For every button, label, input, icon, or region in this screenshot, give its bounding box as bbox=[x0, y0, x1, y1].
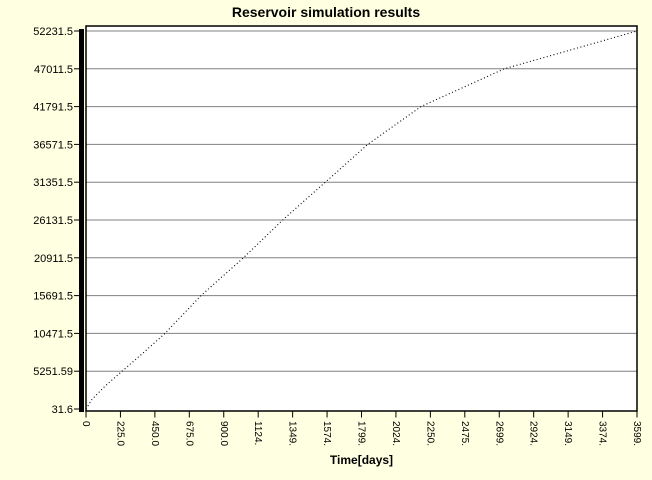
y-tick-label: 10471.5 bbox=[33, 328, 73, 340]
x-tick-label: 2250. bbox=[424, 421, 435, 446]
x-tick-label: 3599. bbox=[631, 421, 642, 446]
y-tick-label: 5251.59 bbox=[33, 366, 73, 378]
y-tick-label: 36571.5 bbox=[33, 139, 73, 151]
plot-area bbox=[86, 26, 637, 411]
series-group bbox=[85, 30, 638, 410]
x-tick-label: 225.0 bbox=[114, 421, 125, 446]
x-tick-label: 1574. bbox=[321, 421, 332, 446]
x-tick-label: 2024. bbox=[390, 421, 401, 446]
chart-title: Reservoir simulation results bbox=[231, 4, 421, 20]
x-tick-label: 1349. bbox=[287, 421, 298, 446]
x-tick-label: 675.0 bbox=[183, 421, 194, 446]
x-tick-label: 450.0 bbox=[149, 421, 160, 446]
x-axis: 0 225.0 450.0 675.0 900.0 1124. 1349. 1574. 1799… bbox=[80, 411, 642, 446]
x-tick-label: 3149. bbox=[562, 421, 573, 446]
x-tick-label: 3374. bbox=[597, 421, 608, 446]
y-tick-label: 15691.5 bbox=[33, 291, 73, 303]
x-tick-label: 0 bbox=[80, 421, 91, 427]
x-tick-label: 2475. bbox=[459, 421, 470, 446]
y-axis-thick-bar bbox=[79, 29, 84, 412]
series-dotted-line bbox=[85, 30, 638, 410]
x-tick-label: 1124. bbox=[252, 421, 263, 445]
y-tick-label: 41791.5 bbox=[33, 102, 73, 114]
y-tick-label: 52231.5 bbox=[33, 26, 73, 38]
x-tick-label: 2699. bbox=[493, 421, 504, 446]
y-axis: 52231.5 47011.5 41791.5 36571.5 31351.5 26131… bbox=[33, 26, 79, 416]
y-tick-label: 26131.5 bbox=[33, 215, 73, 227]
y-tick-label: 47011.5 bbox=[34, 64, 73, 76]
x-axis-title: Time[days] bbox=[329, 453, 394, 467]
gridlines bbox=[86, 30, 637, 372]
x-tick-label: 2924. bbox=[528, 421, 539, 446]
x-tick-label: 1799. bbox=[356, 421, 367, 446]
y-tick-label: 20911.5 bbox=[34, 253, 73, 265]
x-tick-label: 900.0 bbox=[218, 421, 229, 446]
y-tick-label: 31.6 bbox=[52, 404, 73, 416]
y-tick-label: 31351.5 bbox=[33, 177, 73, 189]
